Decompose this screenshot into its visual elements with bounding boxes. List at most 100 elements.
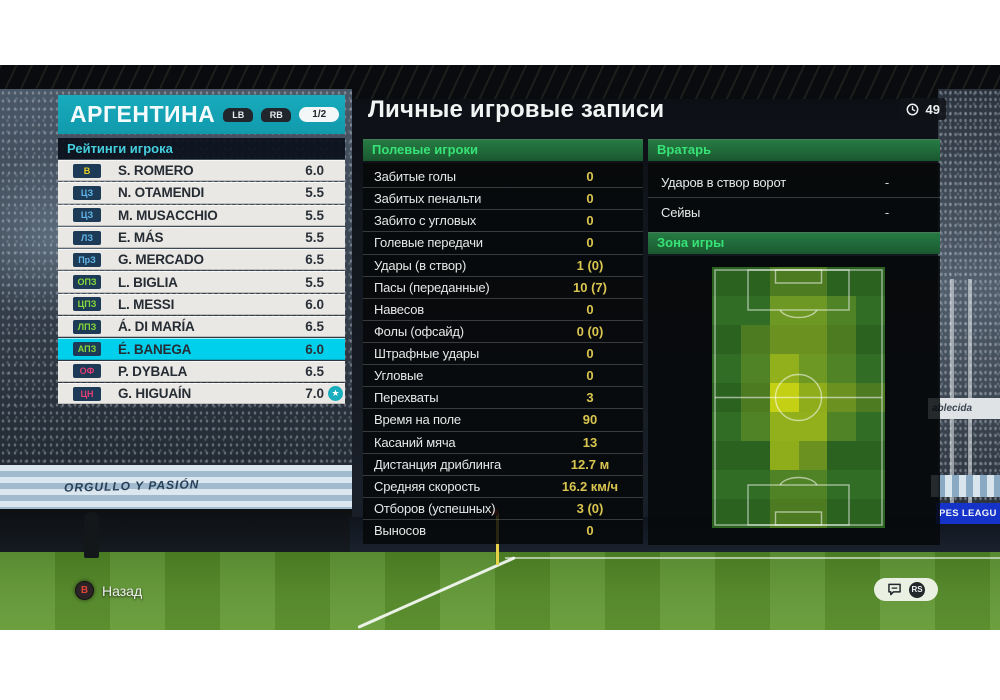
player-rating: 5.5 [305,185,324,201]
stadium-crowd-right [938,89,1000,529]
player-name: É. BANEGA [118,341,192,357]
footer-controls-pill[interactable]: RS [874,578,938,601]
heatmap-cell [798,441,828,470]
player-name: G. HIGUAÍN [118,386,192,402]
position-badge: ПрЗ [73,252,101,267]
controller-b-button-icon[interactable]: B [75,581,94,600]
stat-row: Угловые 0 [363,364,643,386]
stat-label: Ударов в створ ворот [661,175,786,190]
stat-value: 0 [586,301,594,317]
player-rating: 6.5 [305,363,324,379]
player-rating: 5.5 [305,207,324,223]
stat-value: 1 (0) [576,257,604,273]
stat-row: Ударов в створ ворот - [648,168,940,197]
player-name: N. OTAMENDI [118,185,205,201]
controller-rs-button-icon[interactable]: RS [909,581,925,598]
stat-row: Удары (в створ) 1 (0) [363,253,643,276]
stat-row: Касаний мяча 13 [363,430,643,453]
stat-label: Удары (в створ) [374,257,467,273]
heatmap-cell [740,412,770,441]
stat-value: 3 [586,390,594,406]
stat-value: 3 (0) [576,500,604,516]
stat-label: Пасы (переданные) [374,279,490,295]
heatmap-cell [769,412,799,441]
stat-label: Касаний мяча [374,434,456,450]
stat-label: Дистанция дриблинга [374,456,501,472]
supporter-banner-strip: ORGULLO Y PASIÓN [0,465,352,511]
player-name: Á. DI MARÍA [118,319,195,335]
clock-icon [906,103,919,115]
stat-value: 12.7 м [570,456,610,472]
stat-row: Время на поле 90 [363,408,643,430]
player-name: M. MUSACCHIO [118,207,218,223]
stat-label: Забито с угловых [374,213,477,229]
lb-bumper-button[interactable]: LB [223,107,254,122]
player-row[interactable]: ЦН G. HIGUAÍN 7.0 ★ [58,382,345,405]
heatmap-cell [827,412,857,441]
section-zone: Зона игры [648,232,940,254]
heatmap-cell [769,325,799,354]
ad-board-white: ablecida [928,398,1000,419]
page-indicator: 1/2 [299,107,340,122]
stat-value: 0 (0) [576,323,604,339]
page-title: Личные игровые записи [368,96,665,123]
stat-row: Отборов (успешных) 3 (0) [363,496,643,519]
stat-value: 0 [586,368,594,384]
match-clock: 49 [900,98,946,120]
player-name: L. MESSI [118,296,175,312]
pitch-markings [714,269,883,526]
stat-row: Фолы (офсайд) 0 (0) [363,319,643,342]
field-player-stats-panel: Забитые голы 0 Забитых пенальти 0 Забито с у… [363,163,643,544]
stat-row: Забито с угловых 0 [363,209,643,231]
zone-heatmap-pitch [712,267,885,528]
stat-value: 0 [586,346,594,362]
heatmap-cell [769,499,799,528]
stat-value: - [884,205,890,220]
position-badge: ЦПЗ [73,297,101,312]
stat-label: Штрафные удары [374,346,480,362]
back-control[interactable]: B Назад [75,581,142,600]
heatmap-cell [798,412,828,441]
stat-label: Сейвы [661,205,701,220]
rb-bumper-button[interactable]: RB [261,107,292,122]
led-board-left [0,509,352,555]
small-banner [931,475,1000,497]
stat-row: Голевые передачи 0 [363,231,643,253]
ratings-header: Рейтинги игрока [58,138,345,159]
zone-panel [648,256,940,545]
stat-value: 0 [586,235,594,251]
far-touchline [505,557,1000,559]
position-badge: ЛЗ [73,230,101,245]
player-rating: 6.0 [305,341,324,357]
stat-row: Навесов 0 [363,297,643,320]
position-badge: ЦЗ [73,208,101,223]
stat-label: Голевые передачи [374,235,483,251]
heatmap-cell [827,325,857,354]
stat-label: Средняя скорость [374,478,481,494]
player-rating: 6.0 [305,163,324,179]
heatmap-cell [769,441,799,470]
stat-value: 10 (7) [573,279,607,295]
stat-row: Сейвы - [648,197,940,227]
stat-label: Фолы (офсайд) [374,323,464,339]
player-name: S. ROMERO [118,163,194,179]
player-rating: 7.0 [305,386,324,402]
stat-label: Забитых пенальти [374,191,482,207]
stat-value: 90 [582,412,598,428]
team-header: АРГЕНТИНА LB RB 1/2 [58,95,345,134]
team-name: АРГЕНТИНА [70,101,216,127]
player-rating: 6.0 [305,296,324,312]
banner-text: ORGULLO Y PASIÓN [63,477,200,495]
